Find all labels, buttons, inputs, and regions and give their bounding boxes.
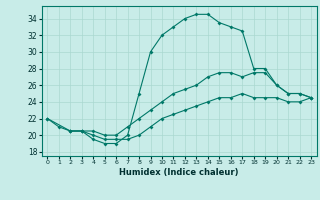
X-axis label: Humidex (Indice chaleur): Humidex (Indice chaleur) xyxy=(119,168,239,177)
